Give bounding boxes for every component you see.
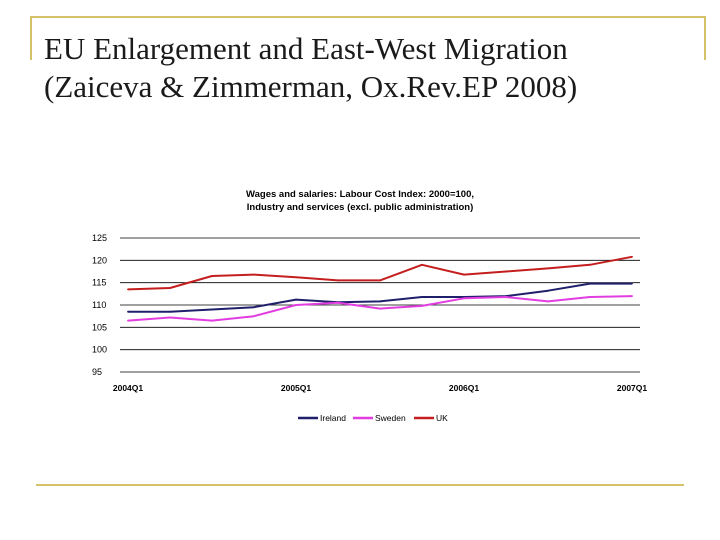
slide-title-line-2: (Zaiceva & Zimmerman, Ox.Rev.EP 2008) xyxy=(44,69,578,104)
y-tick-label-115: 115 xyxy=(92,278,106,288)
chart-title: Wages and salaries: Labour Cost Index: 2… xyxy=(246,189,474,200)
data-point-uk-2005Q4 xyxy=(421,263,423,266)
y-tick-label-120: 120 xyxy=(92,255,107,265)
data-point-uk-2006Q3 xyxy=(547,267,549,270)
data-point-sweden-2007Q1 xyxy=(631,295,633,297)
data-point-ireland-2004Q4 xyxy=(253,306,255,309)
chart-subtitle: Industry and services (excl. public admi… xyxy=(247,202,473,213)
x-tick-label-2004Q1: 2004Q1 xyxy=(113,383,144,393)
data-point-uk-2005Q2 xyxy=(337,279,339,282)
data-point-uk-2004Q2 xyxy=(169,287,171,289)
data-point-sweden-2004Q2 xyxy=(169,316,171,319)
data-point-uk-2006Q1 xyxy=(463,273,465,276)
corner-accent-top-right-vertical xyxy=(704,16,706,60)
data-point-sweden-2005Q1 xyxy=(295,304,297,306)
legend-label-ireland: Ireland xyxy=(320,413,346,423)
data-point-ireland-2004Q3 xyxy=(211,308,213,311)
data-point-uk-2005Q1 xyxy=(295,276,297,279)
legend-label-sweden: Sweden xyxy=(375,413,406,423)
y-tick-label-125: 125 xyxy=(92,233,107,243)
slide-title: EU Enlargement and East-West Migration (… xyxy=(44,30,704,106)
corner-accent-top-left-vertical xyxy=(30,16,32,60)
data-point-sweden-2006Q1 xyxy=(463,297,465,300)
data-point-ireland-2005Q1 xyxy=(295,298,297,301)
data-point-ireland-2006Q4 xyxy=(589,282,591,285)
x-tick-label-2006Q1: 2006Q1 xyxy=(449,383,480,393)
data-point-sweden-2005Q3 xyxy=(379,307,381,310)
data-point-uk-2007Q1 xyxy=(631,255,633,258)
data-point-sweden-2005Q4 xyxy=(421,304,423,307)
data-point-ireland-2005Q3 xyxy=(379,300,381,303)
data-point-uk-2006Q2 xyxy=(505,270,507,273)
y-tick-label-100: 100 xyxy=(92,345,107,355)
data-point-uk-2004Q3 xyxy=(211,275,213,277)
data-point-uk-2005Q3 xyxy=(379,279,381,282)
data-point-uk-2004Q4 xyxy=(253,273,255,276)
y-tick-label-105: 105 xyxy=(92,322,107,332)
data-point-sweden-2004Q1 xyxy=(127,319,129,322)
data-point-sweden-2006Q2 xyxy=(505,296,507,298)
y-tick-label-110: 110 xyxy=(92,300,106,310)
series-line-ireland xyxy=(128,282,632,313)
bottom-divider xyxy=(36,484,684,486)
x-tick-label-2007Q1: 2007Q1 xyxy=(617,383,648,393)
data-point-ireland-2005Q4 xyxy=(421,296,423,298)
data-point-ireland-2007Q1 xyxy=(631,282,633,285)
data-point-sweden-2004Q4 xyxy=(253,315,255,318)
data-point-sweden-2005Q2 xyxy=(337,301,339,304)
series-line-uk xyxy=(127,255,633,291)
data-point-uk-2004Q1 xyxy=(127,288,129,291)
x-tick-label-2005Q1: 2005Q1 xyxy=(281,383,312,393)
corner-accent-top-horizontal xyxy=(30,16,706,18)
data-point-ireland-2004Q1 xyxy=(127,310,129,313)
data-point-ireland-2004Q2 xyxy=(169,310,171,313)
legend-label-uk: UK xyxy=(436,413,448,423)
data-point-sweden-2004Q3 xyxy=(211,319,213,322)
data-point-uk-2006Q4 xyxy=(589,263,591,266)
slide-title-line-1: EU Enlargement and East-West Migration xyxy=(44,31,568,66)
y-tick-label-95: 95 xyxy=(92,367,102,377)
data-point-sweden-2006Q3 xyxy=(547,300,549,303)
data-point-ireland-2006Q3 xyxy=(547,289,549,292)
data-point-sweden-2006Q4 xyxy=(589,296,591,298)
